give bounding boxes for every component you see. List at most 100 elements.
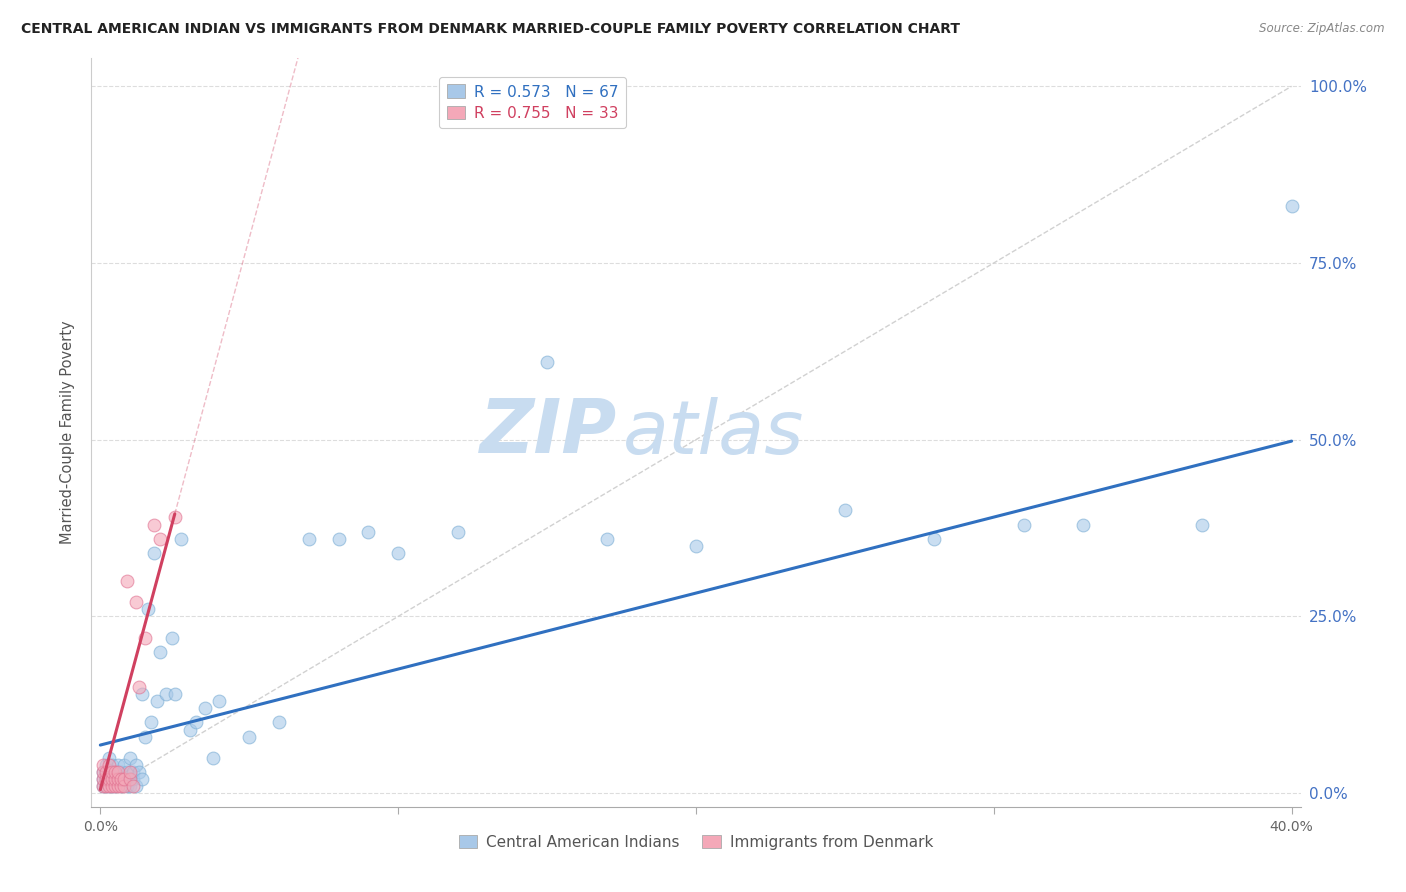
- Point: [112, 772, 135, 786]
- Text: Source: ZipAtlas.com: Source: ZipAtlas.com: [1260, 22, 1385, 36]
- Point: [98, 764, 121, 779]
- Point: [96, 779, 118, 793]
- Point: [98, 757, 121, 772]
- Point: [922, 532, 945, 546]
- Point: [122, 772, 145, 786]
- Point: [125, 757, 148, 772]
- Point: [120, 772, 142, 786]
- Point: [96, 764, 118, 779]
- Point: [149, 532, 172, 546]
- Point: [91, 779, 114, 793]
- Point: [122, 779, 145, 793]
- Point: [142, 546, 165, 560]
- Point: [107, 772, 129, 786]
- Point: [202, 751, 225, 765]
- Point: [104, 779, 127, 793]
- Point: [96, 772, 118, 786]
- Point: [104, 772, 127, 786]
- Point: [101, 764, 124, 779]
- Y-axis label: Married-Couple Family Poverty: Married-Couple Family Poverty: [60, 321, 76, 544]
- Point: [96, 779, 118, 793]
- Point: [134, 631, 156, 645]
- Point: [1281, 199, 1303, 213]
- Point: [101, 779, 124, 793]
- Point: [160, 631, 183, 645]
- Text: atlas: atlas: [623, 397, 804, 468]
- Point: [96, 764, 118, 779]
- Point: [357, 524, 380, 539]
- Point: [208, 694, 231, 708]
- Point: [91, 757, 114, 772]
- Point: [447, 524, 470, 539]
- Point: [91, 772, 114, 786]
- Point: [101, 779, 124, 793]
- Point: [163, 510, 186, 524]
- Point: [120, 751, 142, 765]
- Point: [115, 779, 138, 793]
- Point: [91, 764, 114, 779]
- Point: [98, 779, 121, 793]
- Point: [128, 680, 150, 694]
- Point: [112, 772, 135, 786]
- Point: [128, 764, 150, 779]
- Point: [107, 779, 129, 793]
- Point: [96, 772, 118, 786]
- Point: [110, 772, 132, 786]
- Point: [104, 779, 127, 793]
- Point: [125, 779, 148, 793]
- Point: [115, 764, 138, 779]
- Point: [595, 532, 617, 546]
- Point: [107, 757, 129, 772]
- Point: [149, 645, 172, 659]
- Point: [120, 779, 142, 793]
- Point: [155, 687, 177, 701]
- Point: [98, 751, 121, 765]
- Point: [101, 757, 124, 772]
- Point: [131, 687, 153, 701]
- Point: [328, 532, 350, 546]
- Point: [120, 772, 142, 786]
- Point: [112, 779, 135, 793]
- Point: [163, 687, 186, 701]
- Point: [110, 772, 132, 786]
- Point: [120, 764, 142, 779]
- Point: [107, 764, 129, 779]
- Point: [112, 757, 135, 772]
- Point: [1071, 517, 1094, 532]
- Point: [125, 595, 148, 609]
- Point: [142, 517, 165, 532]
- Text: ZIP: ZIP: [479, 396, 617, 469]
- Point: [146, 694, 169, 708]
- Point: [131, 772, 153, 786]
- Point: [193, 701, 215, 715]
- Point: [115, 574, 138, 588]
- Point: [298, 532, 321, 546]
- Point: [98, 772, 121, 786]
- Point: [98, 779, 121, 793]
- Point: [184, 715, 207, 730]
- Point: [101, 772, 124, 786]
- Point: [91, 772, 114, 786]
- Point: [834, 503, 856, 517]
- Point: [1012, 517, 1035, 532]
- Point: [139, 715, 162, 730]
- Point: [91, 764, 114, 779]
- Point: [387, 546, 409, 560]
- Point: [96, 757, 118, 772]
- Point: [91, 779, 114, 793]
- Point: [104, 772, 127, 786]
- Point: [107, 772, 129, 786]
- Point: [267, 715, 290, 730]
- Point: [179, 723, 201, 737]
- Point: [536, 355, 558, 369]
- Point: [98, 772, 121, 786]
- Point: [104, 764, 127, 779]
- Text: CENTRAL AMERICAN INDIAN VS IMMIGRANTS FROM DENMARK MARRIED-COUPLE FAMILY POVERTY: CENTRAL AMERICAN INDIAN VS IMMIGRANTS FR…: [21, 22, 960, 37]
- Point: [134, 730, 156, 744]
- Point: [238, 730, 260, 744]
- Point: [122, 764, 145, 779]
- Point: [136, 602, 159, 616]
- Point: [1191, 517, 1213, 532]
- Legend: Central American Indians, Immigrants from Denmark: Central American Indians, Immigrants fro…: [453, 829, 939, 855]
- Point: [685, 539, 707, 553]
